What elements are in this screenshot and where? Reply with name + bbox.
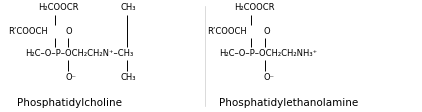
Text: O⁻: O⁻ <box>264 73 275 82</box>
Text: CH₃: CH₃ <box>120 73 136 82</box>
Text: O: O <box>264 27 271 36</box>
Text: R’COOCH: R’COOCH <box>207 27 246 36</box>
Text: H₂C–O–P–OCH₂CH₂NH₃⁺: H₂C–O–P–OCH₂CH₂NH₃⁺ <box>219 49 318 58</box>
Text: O⁻: O⁻ <box>65 73 76 82</box>
Text: H₂COOCR: H₂COOCR <box>234 3 275 12</box>
Text: H₂COOCR: H₂COOCR <box>38 3 78 12</box>
Text: H₂C–O–P–OCH₂CH₂N⁺–CH₃: H₂C–O–P–OCH₂CH₂N⁺–CH₃ <box>25 49 134 58</box>
Text: CH₃: CH₃ <box>120 3 136 12</box>
Text: Phosphatidylethanolamine: Phosphatidylethanolamine <box>219 98 359 108</box>
Text: O: O <box>65 27 72 36</box>
Text: R’COOCH: R’COOCH <box>8 27 48 36</box>
Text: Phosphatidylcholine: Phosphatidylcholine <box>17 98 122 108</box>
